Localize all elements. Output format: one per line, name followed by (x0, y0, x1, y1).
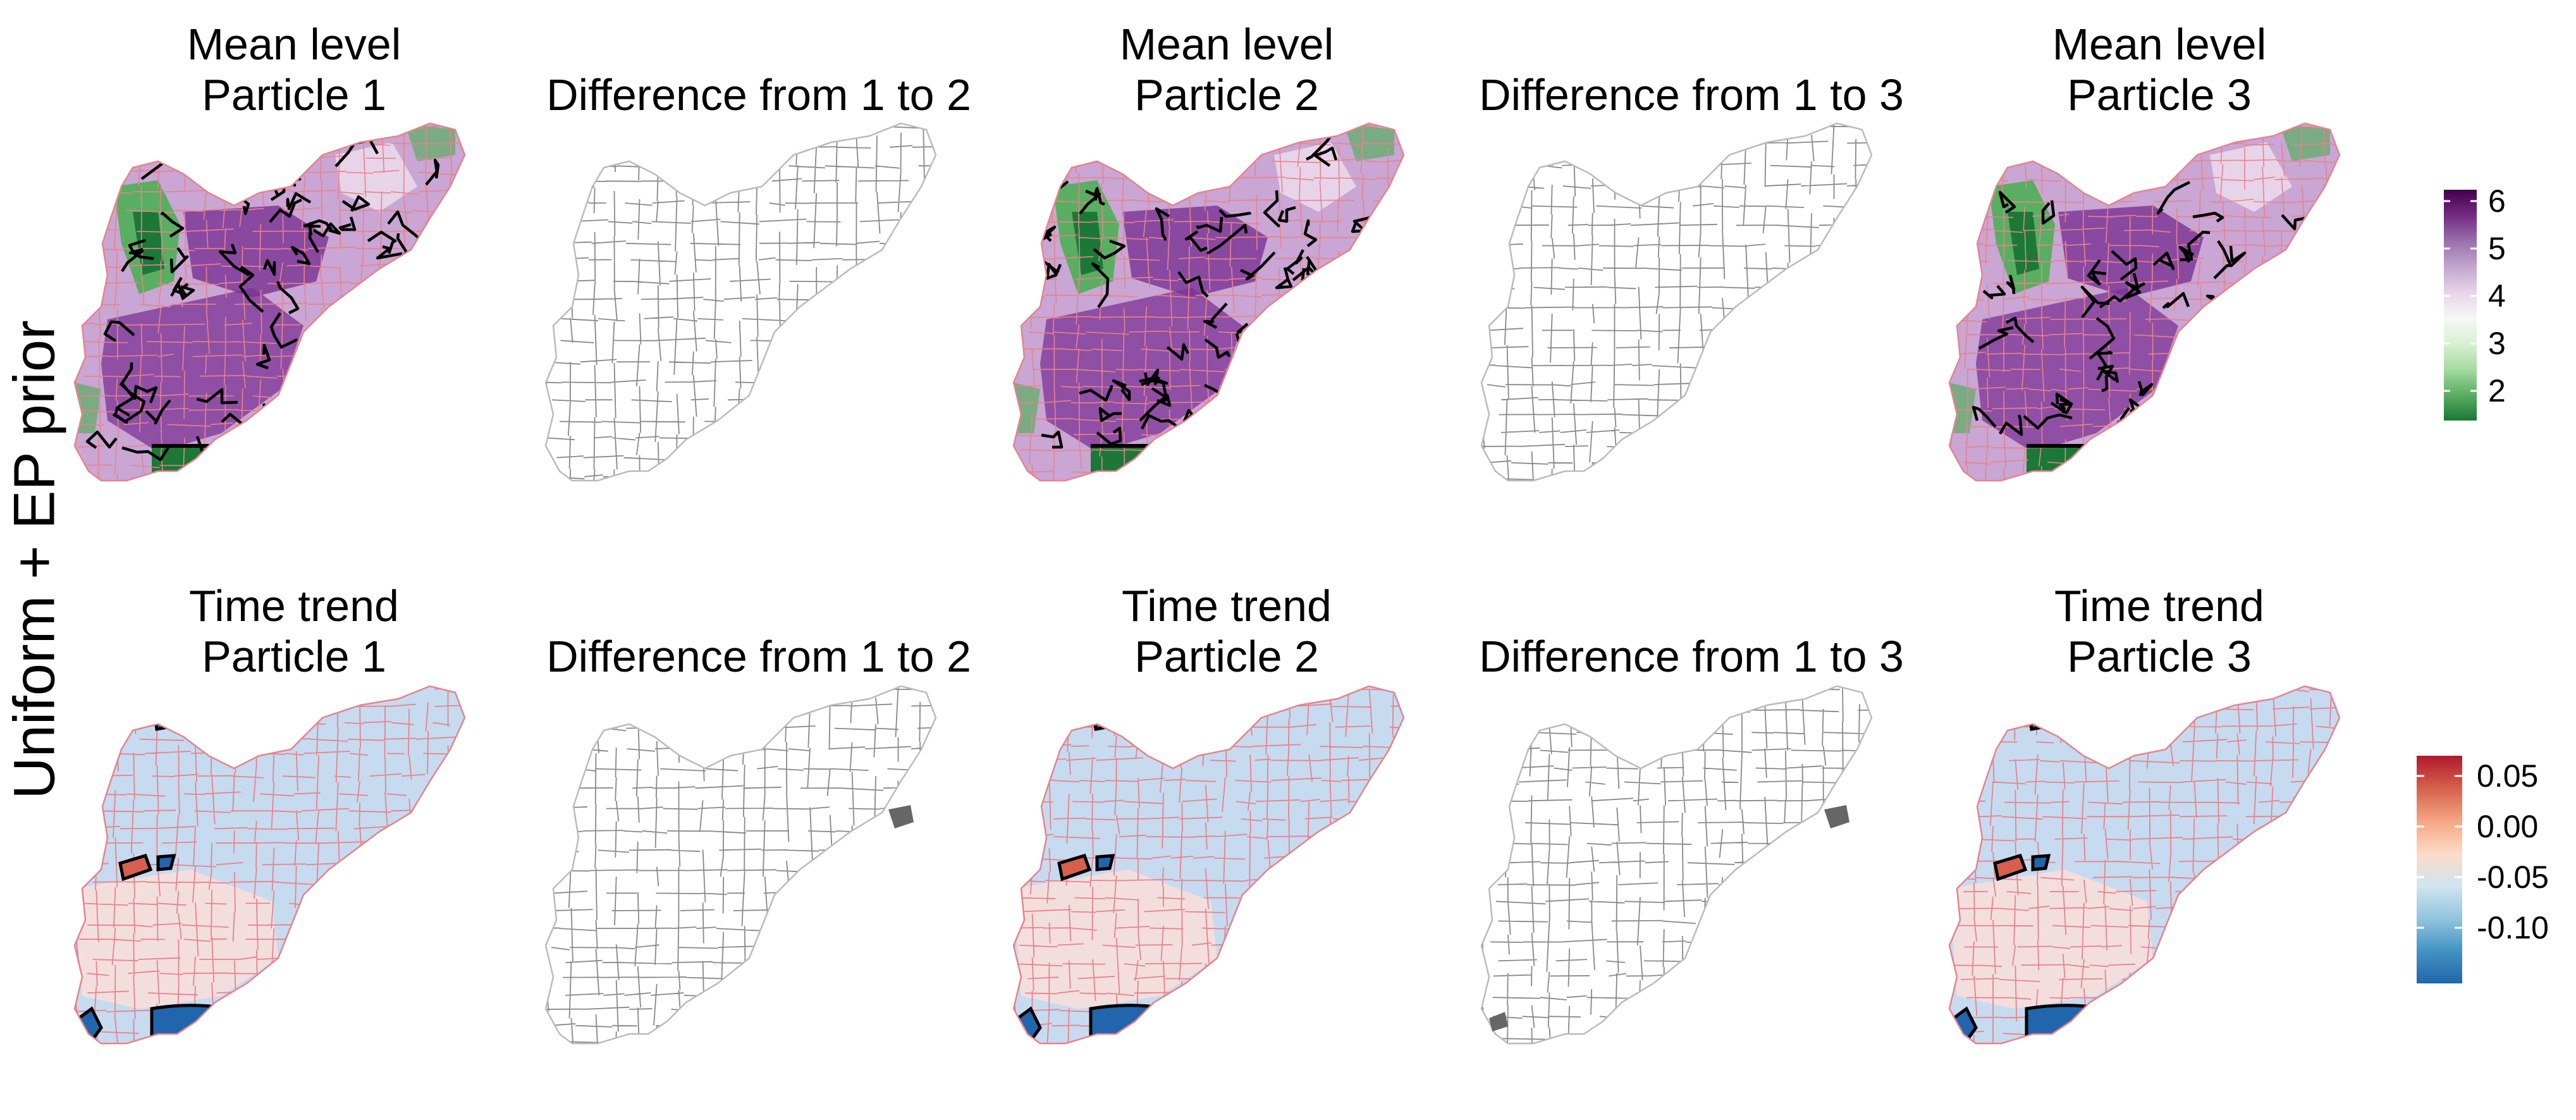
region-trend-neutral (75, 870, 278, 1009)
region-trend-low (1357, 807, 1383, 834)
map-panel-diff (1480, 685, 1873, 1045)
region-trend-neutral (1014, 870, 1217, 1009)
panel-title-diff-1-2-bottom: Difference from 1 to 2 (546, 632, 971, 681)
map-tracts (75, 123, 465, 481)
region-trend-low (1089, 1004, 1194, 1043)
city-outline (1948, 122, 2341, 482)
map-tracts (546, 686, 936, 1043)
map-tracts (75, 686, 465, 1043)
panel-title-diff-1-3-top: Difference from 1 to 3 (1479, 70, 1904, 120)
map-panel-diff (544, 122, 937, 482)
region-trend-low (2031, 854, 2051, 871)
region-low-mean (2279, 123, 2330, 161)
map-tracts (1014, 686, 1404, 1043)
region-trend-low (2025, 1004, 2130, 1043)
map-panel-mean (1948, 122, 2341, 482)
legend-mean-tick: 5 (2488, 231, 2506, 266)
panel-title-trend-3: Time trend Particle 3 (2054, 581, 2264, 681)
panel-title-mean-1: Mean level Particle 1 (187, 20, 402, 120)
map-panel-trend (1948, 685, 2341, 1045)
map-panel-trend (73, 685, 466, 1045)
legend-trend-tick: 0.05 (2477, 758, 2539, 794)
legend-mean-tick: 4 (2488, 278, 2506, 314)
region-trend-low (2293, 807, 2319, 834)
city-outline (1012, 122, 1405, 482)
city-outline (1480, 122, 1873, 482)
map-base-fill (1481, 686, 1872, 1043)
map-base-fill (546, 123, 936, 481)
mean-colorbar (2444, 190, 2477, 421)
map-panel-mean (1012, 122, 1405, 482)
region-lowest-mean (2008, 212, 2039, 275)
panel-title-trend-2: Time trend Particle 2 (1122, 581, 1332, 681)
region-trend-low (418, 807, 445, 834)
legend-mean-tick: 2 (2488, 373, 2506, 409)
legend-mean-tick: 6 (2488, 183, 2506, 219)
region-high-mean (101, 288, 304, 452)
region-trend-low (1095, 854, 1115, 871)
map-base-fill (1481, 123, 1872, 481)
map-panel-diff (544, 685, 937, 1045)
trend-colorbar-ticks (2417, 775, 2462, 929)
city-outline (73, 122, 466, 482)
city-outline (544, 685, 937, 1045)
panel-title-mean-3: Mean level Particle 3 (2052, 20, 2267, 120)
city-outline (73, 685, 466, 1045)
region-lowest-mean (133, 212, 164, 275)
city-outline (544, 122, 937, 482)
region-trend-high (1057, 853, 1092, 882)
map-panel-mean (73, 122, 466, 482)
region-trend-low (156, 854, 176, 871)
city-outline (1948, 685, 2341, 1045)
legend-trend-tick: -0.10 (2477, 910, 2549, 945)
diff-changed-tract (1824, 805, 1849, 828)
map-panel-diff (1480, 122, 1873, 482)
map-tracts (1949, 123, 2340, 481)
map-panel-trend (1012, 685, 1405, 1045)
diff-changed-tract (888, 805, 914, 828)
panel-title-trend-1: Time trend Particle 1 (189, 581, 399, 681)
legend-mean-tick: 3 (2488, 326, 2506, 361)
legend-trend-tick: -0.05 (2477, 859, 2549, 895)
region-trend-low (150, 1004, 255, 1043)
legend-trend-tick: 0.00 (2477, 809, 2539, 844)
region-trend-neutral (1949, 870, 2153, 1009)
panel-title-mean-2: Mean level Particle 2 (1119, 20, 1334, 120)
map-tracts (546, 123, 936, 481)
region-mid-mean (335, 142, 417, 212)
region-low-mean (1344, 123, 1394, 161)
trend-colorbar (2417, 756, 2462, 983)
map-base-fill (546, 686, 936, 1043)
panel-title-diff-1-2-top: Difference from 1 to 2 (546, 70, 971, 120)
mean-colorbar-ticks (2444, 200, 2477, 392)
region-low-mean (405, 123, 455, 161)
panel-title-diff-1-3-bottom: Difference from 1 to 3 (1479, 632, 1904, 681)
city-outline (1012, 685, 1405, 1045)
region-trend-high (118, 853, 153, 882)
diff-changed-tract (1489, 1012, 1508, 1031)
region-high-mean (183, 206, 329, 297)
region-trend-high (1993, 853, 2028, 882)
map-tracts (1014, 123, 1404, 481)
city-outline (1480, 685, 1873, 1045)
map-tracts (1481, 123, 1872, 481)
